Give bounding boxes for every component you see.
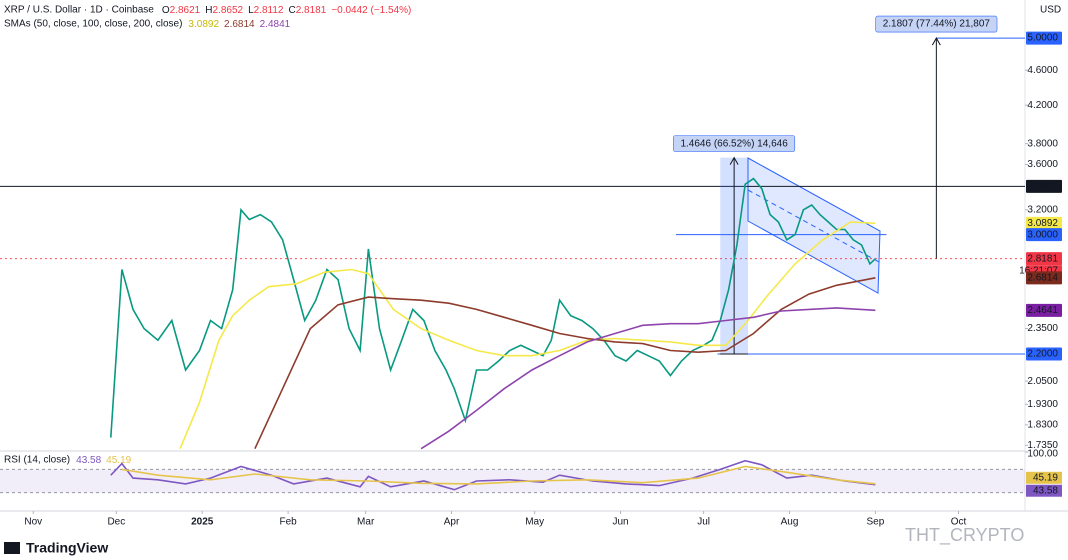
indicator-line: [179, 221, 876, 450]
rsi-band: [0, 469, 1025, 493]
ohlc-value: 2.8621: [170, 5, 201, 16]
symbol-title: XRP / U.S. Dollar · 1D · Coinbase: [4, 5, 154, 16]
sma-value: 3.0892: [188, 19, 219, 30]
x-tick-label: Oct: [951, 517, 967, 528]
countdown: 16:21:07: [1019, 265, 1058, 276]
price-label: 2.2000: [1027, 349, 1058, 360]
x-tick-label: Jun: [612, 517, 628, 528]
x-tick-label: Dec: [107, 517, 125, 528]
ohlc-value: 2.8112: [254, 5, 284, 16]
price-label-box: [1026, 179, 1062, 193]
y-tick-label: 4.6000: [1027, 65, 1058, 76]
price-label: 2.8181: [1027, 253, 1058, 264]
measure-arrowhead: [931, 37, 941, 46]
y-tick-label: 1.9300: [1027, 399, 1058, 410]
y-tick-label: 1.7350: [1027, 440, 1058, 451]
price-label: 5.0000: [1027, 33, 1058, 44]
price-label: 3.4002: [1027, 181, 1058, 192]
sma-values: 3.0892 2.6814 2.4841: [188, 19, 290, 30]
price-label: 2.4641: [1027, 305, 1058, 316]
measure-label-box: [875, 15, 998, 33]
sma-value: 2.4841: [260, 19, 291, 30]
ohlc-key: H: [205, 5, 212, 16]
rsi-label-box: [1026, 484, 1062, 497]
price-label: 3.0000: [1027, 229, 1058, 240]
rsi-label: 43.58: [1033, 485, 1058, 496]
indicator-line: [254, 277, 876, 450]
ohlc-change: −0.0442 (−1.54%): [331, 5, 411, 16]
measure-arrowhead: [729, 156, 739, 165]
y-tick-label: 2.0500: [1027, 376, 1058, 387]
y-tick-label: 2.3500: [1027, 323, 1058, 334]
rsi-value: 43.58: [76, 455, 101, 466]
measure-label-box: [673, 135, 796, 152]
x-tick-label: Feb: [279, 517, 297, 528]
x-tick-label: Nov: [24, 517, 42, 528]
rsi-label: 45.19: [1033, 472, 1058, 483]
rsi-label-box: [1026, 471, 1062, 484]
x-tick-label: Mar: [357, 517, 375, 528]
sma-value: 2.6814: [224, 19, 255, 30]
indicator-line: [420, 307, 876, 450]
price-label-box: [1026, 252, 1062, 266]
brand: TradingView: [26, 540, 108, 556]
rsi-legend: RSI (14, close): [4, 455, 70, 466]
y-tick-label: 4.2000: [1027, 100, 1058, 111]
price-label-box: [1026, 31, 1062, 45]
ohlc-values: O2.8621 H2.8652 L2.8112 C2.8181 −0.0442 (−1.…: [162, 5, 412, 16]
x-tick-label: Aug: [781, 517, 799, 528]
y-tick-label: 1.8300: [1027, 419, 1058, 430]
x-tick-label: 2025: [191, 517, 214, 528]
main-line: [110, 177, 876, 438]
ohlc-value: 2.8652: [212, 5, 243, 16]
rsi-values: 43.58 45.19: [76, 455, 131, 466]
countdown-box: [1026, 265, 1062, 277]
price-label-box: [1026, 303, 1062, 317]
ohlc-value: 2.8181: [296, 5, 327, 16]
y-tick-label: 3.6000: [1027, 159, 1058, 170]
ohlc-key: C: [288, 5, 295, 16]
channel-midline: [747, 189, 880, 263]
ohlc-key: O: [162, 5, 170, 16]
falling-channel: [747, 157, 881, 294]
x-tick-label: May: [525, 517, 544, 528]
price-label-box: [1026, 216, 1062, 230]
x-tick-label: Sep: [867, 517, 885, 528]
x-tick-label: Jul: [697, 517, 710, 528]
y-tick-label: 3.8000: [1027, 138, 1058, 149]
price-label-box: [1026, 271, 1062, 285]
price-label-box: [1026, 228, 1062, 242]
measure-label: 1.4646 (66.52%) 14,646: [680, 138, 788, 149]
ohlc-key: L: [248, 5, 254, 16]
price-label: 2.6814: [1027, 272, 1058, 283]
measure-label: 2.1807 (77.44%) 21,807: [883, 19, 991, 30]
rsi-value: 45.19: [106, 455, 131, 466]
indicator-line: [121, 465, 876, 485]
x-tick-label: Apr: [444, 517, 460, 528]
currency: USD: [1040, 5, 1061, 16]
price-label-box: [1026, 347, 1062, 361]
rsi-y-tick-label: 100.00: [1027, 449, 1058, 460]
price-label: 3.0892: [1027, 218, 1058, 229]
brand-logo: [4, 542, 20, 554]
sma-legend: SMAs (50, close, 100, close, 200, close): [4, 19, 182, 30]
watermark: THT_CRYPTO: [905, 525, 1024, 546]
y-tick-label: 3.2000: [1027, 204, 1058, 215]
